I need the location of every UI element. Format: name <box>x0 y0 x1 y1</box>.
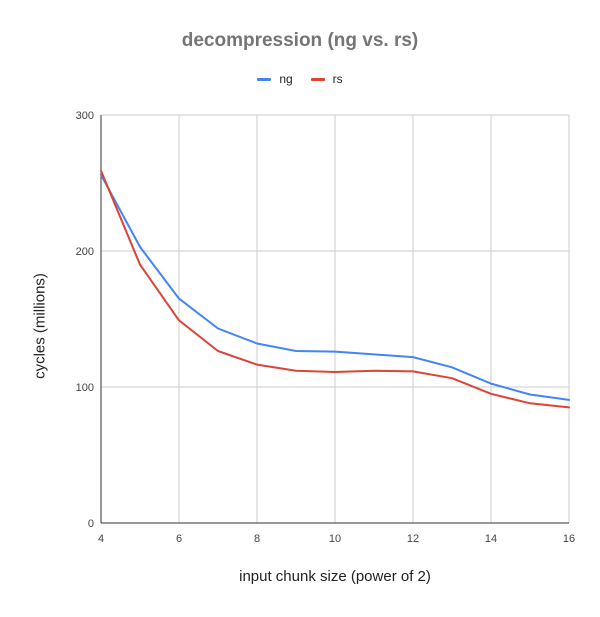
x-tick-label: 10 <box>329 533 341 545</box>
x-tick-label: 6 <box>176 533 182 545</box>
legend-label-rs: rs <box>332 72 343 86</box>
y-tick-label: 0 <box>88 518 94 530</box>
legend-swatch-ng <box>257 77 272 81</box>
legend-label-ng: ng <box>279 72 293 86</box>
legend-item-ng: ng <box>257 72 293 86</box>
axes <box>100 115 569 524</box>
x-tick-label: 14 <box>485 533 497 545</box>
x-tick-label: 16 <box>563 533 575 545</box>
x-axis-label: input chunk size (power of 2) <box>239 568 431 585</box>
y-axis-label: cycles (millions) <box>31 273 49 379</box>
x-tick-label: 4 <box>98 533 104 545</box>
series-line-rs <box>100 169 570 409</box>
legend: ng rs <box>0 72 600 86</box>
legend-swatch-rs <box>310 77 325 81</box>
series-line-ng <box>100 173 570 401</box>
y-tick-label: 200 <box>76 246 94 258</box>
y-tick-label: 100 <box>76 382 94 394</box>
y-tick-label: 300 <box>76 110 94 122</box>
series-lines <box>100 169 570 409</box>
legend-item-rs: rs <box>310 72 343 86</box>
x-tick-label: 12 <box>407 533 419 545</box>
chart-title: decompression (ng vs. rs) <box>181 30 419 51</box>
gridlines <box>101 114 570 523</box>
x-tick-label: 8 <box>254 533 260 545</box>
tick-labels: 0 100 200 300 4 6 8 10 12 14 16 <box>76 110 575 545</box>
